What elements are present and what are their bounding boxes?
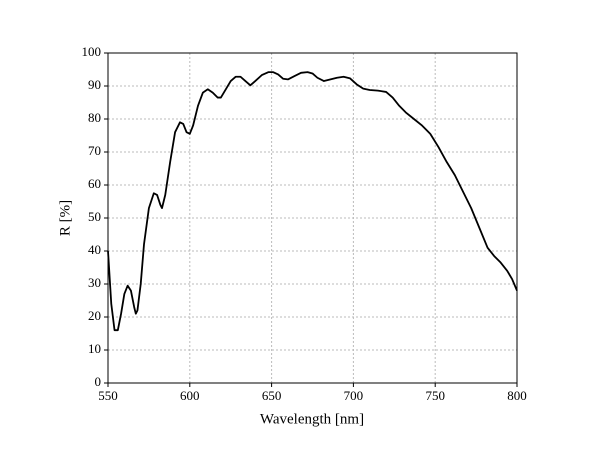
y-axis-label: R [%] (57, 200, 73, 236)
x-axis-label: Wavelength [nm] (260, 411, 364, 427)
y-tick-label: 0 (95, 374, 102, 389)
y-tick-label: 50 (88, 209, 101, 224)
x-tick-label: 700 (344, 388, 364, 403)
y-tick-label: 80 (88, 110, 101, 125)
x-tick-label: 650 (262, 388, 282, 403)
y-tick-label: 70 (88, 143, 101, 158)
data-line (107, 71, 518, 332)
y-tick-label: 30 (88, 275, 101, 290)
y-tick-label: 90 (88, 77, 101, 92)
y-tick-label: 100 (82, 44, 102, 59)
x-tick-label: 800 (507, 388, 527, 403)
plot-frame (107, 52, 518, 384)
x-tick-label: 550 (98, 388, 118, 403)
y-tick-label: 60 (88, 176, 101, 191)
x-tick-label: 600 (180, 388, 200, 403)
y-tick-label: 10 (88, 341, 101, 356)
y-tick-label: 20 (88, 308, 101, 323)
y-tick-label: 40 (88, 242, 101, 257)
x-tick-label: 750 (425, 388, 445, 403)
